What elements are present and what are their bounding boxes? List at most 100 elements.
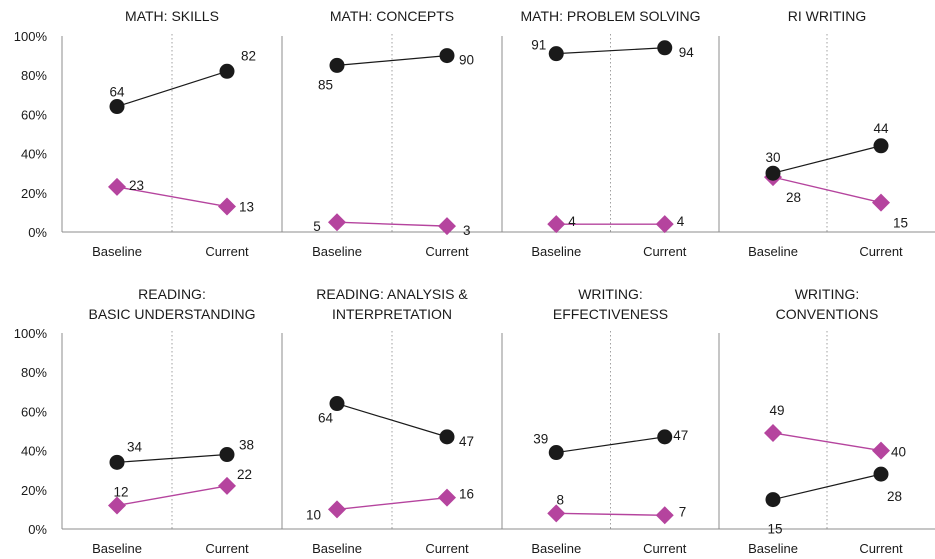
series-a-data-label: 64 bbox=[109, 85, 125, 100]
series-b-point bbox=[218, 476, 236, 495]
x-category-label: Current bbox=[425, 541, 469, 556]
series-b-data-label: 7 bbox=[679, 504, 687, 519]
series-b-data-label: 22 bbox=[237, 467, 252, 482]
y-tick-label: 20% bbox=[21, 186, 47, 201]
series-a-point bbox=[219, 447, 235, 463]
series-a-point bbox=[329, 57, 345, 73]
series-a-data-label: 94 bbox=[679, 45, 695, 60]
series-a-data-label: 30 bbox=[765, 150, 780, 165]
series-b-point bbox=[655, 215, 674, 234]
panel-title: EFFECTIVENESS bbox=[553, 306, 668, 322]
series-b-data-label: 16 bbox=[459, 487, 474, 502]
x-category-label: Current bbox=[859, 541, 903, 556]
series-b-data-label: 4 bbox=[677, 214, 685, 229]
series-b-point bbox=[764, 423, 782, 442]
series-b-data-label: 3 bbox=[463, 223, 471, 238]
series-a-line bbox=[772, 473, 882, 501]
series-b-point bbox=[108, 177, 126, 196]
series-b-point bbox=[438, 217, 456, 236]
series-a-point bbox=[109, 99, 125, 115]
series-a-line bbox=[556, 436, 665, 454]
series-a-point bbox=[657, 40, 673, 56]
series-a-data-label: 90 bbox=[459, 53, 474, 68]
series-a-point bbox=[765, 165, 781, 181]
panel-title: MATH: SKILLS bbox=[125, 8, 219, 24]
series-a-data-label: 28 bbox=[887, 489, 902, 504]
series-a-line bbox=[116, 453, 228, 463]
series-b-point bbox=[872, 441, 890, 460]
series-b-point bbox=[218, 197, 236, 216]
y-tick-label: 0% bbox=[28, 522, 47, 537]
series-b-data-label: 23 bbox=[129, 178, 144, 193]
series-a-data-label: 39 bbox=[533, 432, 548, 447]
series-b-point bbox=[438, 488, 456, 507]
series-a-line bbox=[336, 55, 448, 66]
series-b-data-label: 4 bbox=[568, 214, 576, 229]
series-b-line bbox=[116, 186, 228, 208]
x-category-label: Current bbox=[205, 541, 249, 556]
series-b-point bbox=[655, 506, 674, 525]
x-category-label: Current bbox=[643, 244, 687, 259]
series-b-data-label: 8 bbox=[556, 492, 564, 507]
series-a-data-label: 82 bbox=[241, 48, 256, 63]
x-category-label: Baseline bbox=[92, 541, 142, 556]
x-category-label: Baseline bbox=[312, 541, 362, 556]
panel-title: RI WRITING bbox=[788, 8, 867, 24]
panel-title: INTERPRETATION bbox=[332, 306, 452, 322]
series-b-data-label: 15 bbox=[893, 216, 908, 231]
series-a-point bbox=[873, 138, 889, 154]
series-b-point bbox=[547, 504, 566, 523]
series-b-line bbox=[336, 221, 448, 227]
series-b-line bbox=[772, 432, 882, 452]
y-tick-label: 40% bbox=[21, 444, 47, 459]
y-tick-label: 100% bbox=[14, 326, 48, 341]
x-category-label: Current bbox=[643, 541, 687, 556]
series-a-point bbox=[765, 492, 781, 508]
y-tick-label: 100% bbox=[14, 29, 48, 44]
series-a-point bbox=[439, 48, 455, 64]
panel-title: MATH: PROBLEM SOLVING bbox=[521, 8, 701, 24]
x-category-label: Baseline bbox=[92, 244, 142, 259]
series-a-point bbox=[548, 445, 564, 461]
series-a-data-label: 38 bbox=[239, 438, 254, 453]
x-category-label: Baseline bbox=[312, 244, 362, 259]
series-a-point bbox=[329, 396, 345, 412]
series-b-point bbox=[872, 193, 890, 212]
y-tick-label: 0% bbox=[28, 225, 47, 240]
series-b-data-label: 40 bbox=[891, 445, 906, 460]
series-a-line bbox=[772, 145, 882, 174]
series-b-data-label: 49 bbox=[769, 403, 784, 418]
x-category-label: Baseline bbox=[531, 244, 581, 259]
y-tick-label: 60% bbox=[21, 404, 47, 419]
series-a-point bbox=[439, 429, 455, 445]
series-a-line bbox=[556, 47, 665, 55]
series-b-data-label: 10 bbox=[306, 507, 321, 522]
series-b-data-label: 13 bbox=[239, 200, 254, 215]
series-b-line bbox=[772, 176, 882, 204]
series-a-point bbox=[109, 454, 125, 470]
panel-title: READING: bbox=[138, 286, 206, 302]
series-a-line bbox=[116, 70, 228, 108]
panel-title: WRITING: bbox=[578, 286, 643, 302]
series-a-line bbox=[336, 402, 448, 438]
x-category-label: Current bbox=[859, 244, 903, 259]
panel-title: WRITING: bbox=[795, 286, 860, 302]
series-b-line bbox=[116, 485, 228, 507]
series-b-point bbox=[328, 500, 346, 519]
y-tick-label: 40% bbox=[21, 147, 47, 162]
y-tick-label: 20% bbox=[21, 483, 47, 498]
y-tick-label: 80% bbox=[21, 68, 47, 83]
series-a-data-label: 47 bbox=[459, 434, 474, 449]
series-b-line bbox=[556, 512, 665, 516]
series-b-point bbox=[547, 215, 566, 234]
series-a-point bbox=[657, 429, 673, 445]
x-category-label: Baseline bbox=[531, 541, 581, 556]
series-a-data-label: 44 bbox=[873, 121, 889, 136]
panel-title: CONVENTIONS bbox=[776, 306, 879, 322]
series-a-data-label: 15 bbox=[767, 522, 782, 537]
x-category-label: Baseline bbox=[748, 244, 798, 259]
y-tick-label: 60% bbox=[21, 107, 47, 122]
series-a-data-label: 91 bbox=[531, 38, 546, 53]
series-b-point bbox=[328, 213, 346, 232]
